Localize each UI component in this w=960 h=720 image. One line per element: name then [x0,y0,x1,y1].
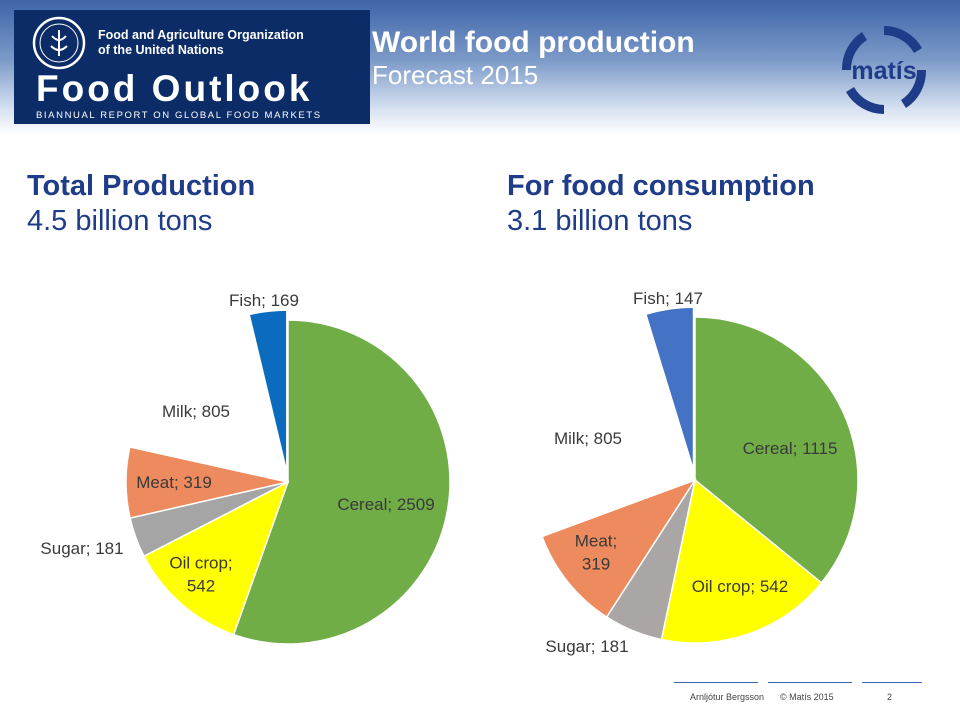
pie-slice-cereal [694,316,859,584]
pie-slice-fish [248,309,288,473]
data-label-sugar: Sugar; 181 [545,637,628,656]
footer-page-number: 2 [887,692,893,702]
footer-author: Arnljótur Bergsson [690,692,765,702]
pie-slice-meat [541,478,697,619]
pie-slice-milk [128,323,290,483]
data-label-meat: Meat; 319 [575,531,618,573]
food-consumption-heading: For food consumption [507,170,815,202]
data-label-cereal: Cereal; 1115 [743,439,838,458]
food-outlook-title: Food Outlook [36,68,313,109]
slide-title: World food production [372,26,695,59]
pie-slice-cereal [232,319,451,645]
fao-org-name: Food and Agriculture Organization of the… [98,28,304,57]
pie-slice-milk [531,323,696,538]
food-outlook-subtitle: BIANNUAL REPORT ON GLOBAL FOOD MARKETS [36,110,322,121]
slide-subtitle: Forecast 2015 [372,60,539,90]
food-consumption-subheading: 3.1 billion tons [507,205,693,237]
footer-divider [674,682,758,683]
data-label-cereal: Cereal; 2509 [337,495,434,514]
data-label-meat: Meat; 319 [136,473,212,492]
data-label-oil-crop: Oil crop; 542 [169,553,232,595]
footer-divider [862,682,922,683]
data-label-fish: Fish; 169 [229,291,299,310]
data-label-oil-crop: Oil crop; 542 [692,577,788,596]
total-production-heading: Total Production [27,170,256,202]
pie-slice-fish [644,306,695,471]
total-production-subheading: 4.5 billion tons [27,205,213,237]
fao-food-outlook-banner: Food and Agriculture Organization of the… [14,10,370,124]
matis-logo: matís [841,26,927,114]
fao-emblem-icon [32,16,86,70]
footer-divider [768,682,852,683]
footer-copyright: © Matís 2015 [780,692,834,702]
data-label-milk: Milk; 805 [554,429,622,448]
data-label-fish: Fish; 147 [633,289,703,308]
data-label-milk: Milk; 805 [162,402,230,421]
pie-slice-oil-crop [142,480,290,636]
data-label-sugar: Sugar; 181 [40,539,123,558]
matis-logo-text: matís [851,57,916,85]
pie-slice-oil-crop [660,478,823,644]
